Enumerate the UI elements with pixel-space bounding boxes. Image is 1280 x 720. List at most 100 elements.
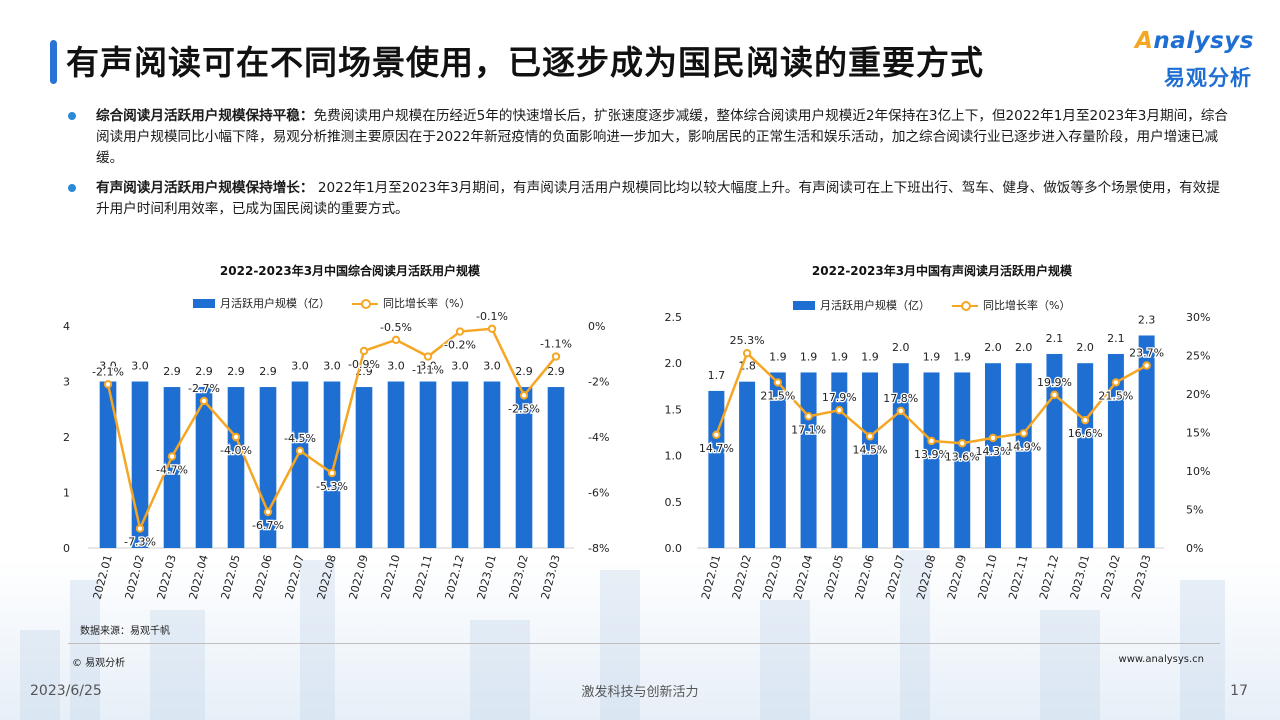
growth-rate-label: -5.3% bbox=[316, 480, 348, 493]
bar-value-label: 1.9 bbox=[923, 350, 941, 363]
growth-rate-label: -1.1% bbox=[412, 364, 444, 377]
right-axis-tick-label: 5% bbox=[1186, 504, 1203, 517]
left-axis-tick-label: 2.0 bbox=[665, 357, 683, 370]
bar-value-label: 1.9 bbox=[769, 350, 787, 363]
bar-value-label: 2.9 bbox=[515, 365, 533, 378]
bullet-text: 2022年1月至2023年3月期间，有声阅读月活用户规模同比均以较大幅度上升。有… bbox=[96, 180, 1220, 217]
bar-value-label: 3.0 bbox=[99, 360, 117, 373]
bar-value-label: 3.0 bbox=[131, 360, 149, 373]
bar bbox=[99, 381, 117, 548]
right-axis-tick-label: -4% bbox=[588, 431, 609, 444]
bar-value-label: 3.0 bbox=[451, 360, 469, 373]
bar bbox=[1107, 353, 1124, 548]
growth-rate-point bbox=[295, 446, 305, 456]
copyright: © 易观分析 bbox=[72, 658, 126, 669]
bar bbox=[769, 372, 786, 548]
growth-rate-label: -0.5% bbox=[380, 321, 412, 334]
growth-rate-label: 17.1% bbox=[791, 423, 826, 436]
legend-bar-label: 月活跃用户规模（亿） bbox=[820, 299, 930, 312]
x-tick-label: 2022.09 bbox=[945, 553, 969, 600]
logo-chinese: 易观分析 bbox=[1164, 66, 1252, 90]
growth-rate-point bbox=[927, 436, 936, 446]
left-axis-tick-label: 2 bbox=[63, 431, 70, 444]
legend-line-label: 同比增长率（%） bbox=[383, 297, 471, 310]
legend-bar-item: 月活跃用户规模（亿） bbox=[193, 295, 330, 311]
bar-value-label: 2.1 bbox=[1107, 332, 1125, 345]
left-axis-tick-label: 0 bbox=[63, 542, 70, 555]
bar bbox=[259, 387, 277, 548]
bar bbox=[227, 387, 245, 548]
page-title: 有声阅读可在不同场景使用，已逐步成为国民阅读的重要方式 bbox=[66, 43, 984, 82]
x-tick-label: 2022.08 bbox=[914, 553, 938, 600]
bar bbox=[739, 381, 756, 548]
growth-rate-point bbox=[391, 335, 401, 345]
growth-rate-point bbox=[423, 352, 433, 361]
x-tick-label: 2022.04 bbox=[791, 553, 815, 600]
bar bbox=[923, 372, 940, 548]
bar bbox=[954, 372, 971, 548]
bar bbox=[1015, 363, 1032, 548]
growth-rate-label: 23.7% bbox=[1129, 347, 1164, 360]
website-link[interactable]: www.analysys.cn bbox=[1118, 654, 1204, 665]
growth-rate-point bbox=[135, 524, 145, 533]
bar-value-label: 2.9 bbox=[259, 365, 277, 378]
chart2-title: 2022-2023年3月中国有声阅读月活跃用户规模 bbox=[811, 264, 1073, 278]
legend-line-label: 同比增长率（%） bbox=[983, 299, 1071, 312]
bar-value-label: 1.7 bbox=[708, 369, 726, 382]
data-source: 数据来源：易观千帆 bbox=[80, 626, 170, 637]
x-tick-label: 2023.02 bbox=[1098, 553, 1122, 600]
growth-rate-point bbox=[455, 327, 465, 336]
growth-rate-point bbox=[1142, 361, 1151, 370]
bar-value-label: 2.0 bbox=[892, 341, 910, 354]
x-tick-label: 2022.07 bbox=[883, 553, 907, 600]
x-tick-label: 2022.10 bbox=[976, 553, 1000, 600]
growth-rate-point bbox=[327, 468, 337, 478]
growth-rate-point bbox=[1080, 415, 1090, 425]
growth-rate-point bbox=[1050, 390, 1059, 399]
bar bbox=[800, 372, 817, 548]
bar-value-label: 2.1 bbox=[1046, 332, 1064, 345]
x-tick-label: 2022.05 bbox=[822, 553, 846, 600]
logo-english: Analysys bbox=[1135, 28, 1254, 54]
bar bbox=[547, 387, 565, 548]
growth-rate-label: -7.3% bbox=[124, 536, 156, 549]
left-axis-tick-label: 1.0 bbox=[665, 450, 683, 463]
left-axis-tick-label: 2.5 bbox=[665, 311, 683, 324]
bullet-dot-icon bbox=[68, 184, 76, 192]
bar-value-label: 1.9 bbox=[953, 350, 971, 363]
growth-rate-label: -1.1% bbox=[540, 338, 572, 351]
right-axis-tick-label: -2% bbox=[588, 376, 609, 389]
growth-rate-point bbox=[231, 432, 241, 442]
growth-rate-point bbox=[359, 346, 369, 356]
footer-date: 2023/6/25 bbox=[30, 683, 102, 699]
bar-value-label: 2.0 bbox=[1015, 341, 1033, 354]
bar bbox=[1046, 353, 1063, 548]
growth-rate-label: 13.9% bbox=[914, 448, 949, 461]
bar bbox=[323, 381, 341, 548]
chart1-legend: 月活跃用户规模（亿） 同比增长率（%） bbox=[193, 295, 484, 311]
x-tick-label: 2022.06 bbox=[853, 553, 877, 600]
analysys-logo: Analysys 易观分析 bbox=[1132, 28, 1256, 94]
growth-rate-point bbox=[988, 433, 998, 443]
growth-rate-label: -2.7% bbox=[188, 382, 220, 395]
right-axis-tick-label: 0% bbox=[1186, 542, 1203, 555]
growth-rate-label: -0.1% bbox=[476, 310, 508, 323]
x-tick-label: 2022.01 bbox=[699, 553, 723, 600]
x-tick-label: 2022.02 bbox=[730, 553, 754, 600]
growth-rate-point bbox=[1019, 429, 1028, 438]
bar bbox=[387, 381, 405, 548]
left-axis-tick-label: 0.5 bbox=[665, 496, 683, 509]
bar bbox=[419, 381, 437, 548]
bar-value-label: 1.9 bbox=[831, 350, 849, 363]
growth-rate-label: 21.5% bbox=[1098, 389, 1133, 402]
bar-value-label: 3.0 bbox=[483, 360, 501, 373]
bullet-dot-icon bbox=[68, 112, 76, 120]
legend-line-swatch bbox=[952, 300, 978, 311]
growth-rate-label: 21.5% bbox=[760, 389, 795, 402]
growth-rate-label: -0.9% bbox=[348, 358, 380, 371]
bar bbox=[451, 381, 469, 548]
left-axis-tick-label: 1 bbox=[63, 487, 70, 500]
growth-rate-point bbox=[1111, 378, 1121, 387]
